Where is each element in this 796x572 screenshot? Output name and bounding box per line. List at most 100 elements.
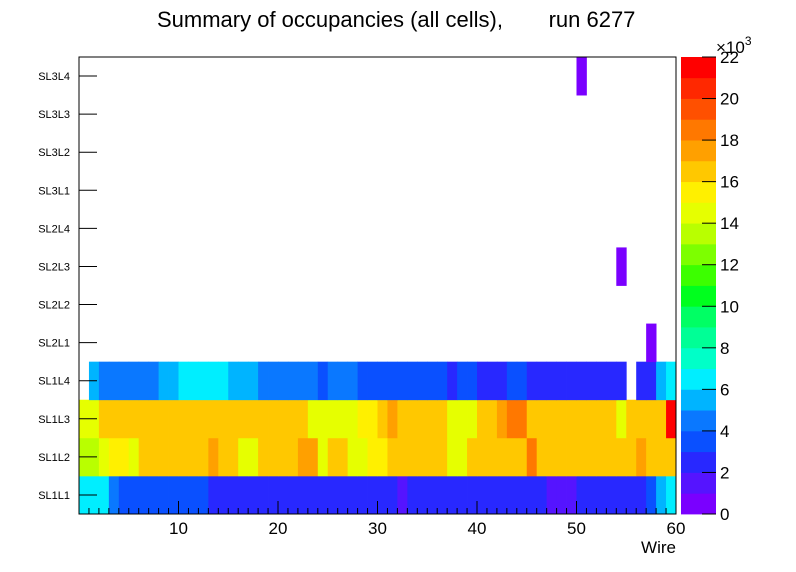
heatmap-cell [606, 399, 617, 439]
heatmap-cell [367, 361, 378, 401]
heatmap-cell [636, 361, 647, 401]
heatmap-cell [307, 437, 319, 477]
heatmap-cell [347, 399, 358, 439]
heatmap-cell [238, 399, 249, 439]
heatmap-cell [586, 399, 597, 439]
heatmap-cell [128, 399, 140, 439]
heatmap-cell [606, 437, 617, 477]
heatmap-cell [576, 399, 587, 439]
colorbar-swatch [681, 202, 716, 224]
colorbar-swatch [681, 451, 716, 473]
heatmap-cell [666, 475, 677, 515]
heatmap-cell [586, 475, 597, 515]
heatmap-cells [79, 57, 677, 515]
heatmap-cell [317, 361, 329, 401]
heatmap-cell [98, 437, 110, 477]
x-tick-label: 30 [368, 519, 387, 538]
heatmap-cell [596, 437, 607, 477]
heatmap-cell [417, 399, 428, 439]
colorbar-multiplier-base: ×10 [716, 38, 745, 57]
heatmap-cell [287, 475, 299, 515]
heatmap-cell [566, 437, 577, 477]
heatmap-cell [178, 475, 189, 515]
heatmap-cell [556, 399, 567, 439]
heatmap-cell [636, 475, 647, 515]
heatmap-cell [188, 399, 199, 439]
colorbar-tick-label: 10 [720, 297, 739, 316]
heatmap-cell [327, 475, 339, 515]
heatmap-cell [546, 361, 557, 401]
heatmap-cell [327, 437, 339, 477]
heatmap-cell [526, 399, 538, 439]
heatmap-cell [178, 399, 189, 439]
heatmap-cell [307, 475, 319, 515]
heatmap-cell [208, 475, 219, 515]
heatmap-cell [148, 475, 159, 515]
heatmap-cell [656, 437, 667, 477]
heatmap-cell [118, 361, 130, 401]
heatmap-cell [656, 399, 667, 439]
heatmap-cell [258, 399, 269, 439]
heatmap-cell [108, 475, 120, 515]
heatmap-cell [108, 399, 120, 439]
heatmap-cell [486, 361, 498, 401]
heatmap-cell [457, 437, 468, 477]
heatmap-cell [208, 399, 219, 439]
heatmap-cell [307, 361, 319, 401]
heatmap-cell [148, 361, 159, 401]
heatmap-cell [666, 399, 677, 439]
heatmap-cell [666, 437, 677, 477]
heatmap-cell [496, 437, 508, 477]
heatmap-cell [297, 399, 309, 439]
heatmap-cell [377, 437, 388, 477]
heatmap-cell [248, 399, 259, 439]
colorbar: 0 2 4 6 8 10 12 14 16 18 20 22 [681, 48, 739, 524]
heatmap-cell [576, 361, 587, 401]
heatmap-cell [506, 437, 518, 477]
heatmap-cell [118, 437, 130, 477]
y-tick-label: SL1L3 [38, 414, 70, 426]
heatmap-cell [148, 437, 159, 477]
heatmap-cell [337, 475, 349, 515]
x-axis-label: Wire [641, 538, 676, 557]
heatmap-cell [218, 361, 229, 401]
x-tick-label: 20 [269, 519, 288, 538]
chart-title: Summary of occupancies (all cells), [157, 7, 503, 32]
heatmap-cell [138, 475, 150, 515]
heatmap-cell [218, 399, 229, 439]
heatmap-cell [148, 399, 159, 439]
heatmap-cell [576, 475, 587, 515]
heatmap-cell [238, 361, 249, 401]
heatmap-cell [457, 399, 468, 439]
heatmap-cell [198, 361, 209, 401]
heatmap-cell [397, 475, 408, 515]
colorbar-swatch [681, 347, 716, 369]
heatmap-cell [377, 361, 388, 401]
heatmap-cell [467, 437, 478, 477]
colorbar-swatch [681, 119, 716, 141]
heatmap-cell [218, 437, 229, 477]
heatmap-cell [407, 475, 418, 515]
heatmap-cell [228, 437, 239, 477]
heatmap-cell [347, 361, 358, 401]
heatmap-cell [496, 399, 508, 439]
heatmap-cell [626, 437, 637, 477]
heatmap-cell [586, 437, 597, 477]
x-tick-label: 40 [468, 519, 487, 538]
heatmap-cell [496, 361, 508, 401]
heatmap-cell [268, 475, 279, 515]
heatmap-cell [536, 475, 548, 515]
x-tick-label: 10 [169, 519, 188, 538]
heatmap-cell [417, 475, 428, 515]
heatmap-cell [387, 361, 398, 401]
heatmap-cell [467, 361, 478, 401]
chart-run-label: run 6277 [549, 7, 636, 32]
heatmap-cell [387, 475, 398, 515]
colorbar-swatch [681, 57, 716, 79]
heatmap-cell [566, 475, 577, 515]
heatmap-cell [357, 361, 368, 401]
heatmap-cell [506, 399, 518, 439]
heatmap-cell [427, 475, 438, 515]
heatmap-cell [467, 475, 478, 515]
heatmap-cell [258, 361, 269, 401]
